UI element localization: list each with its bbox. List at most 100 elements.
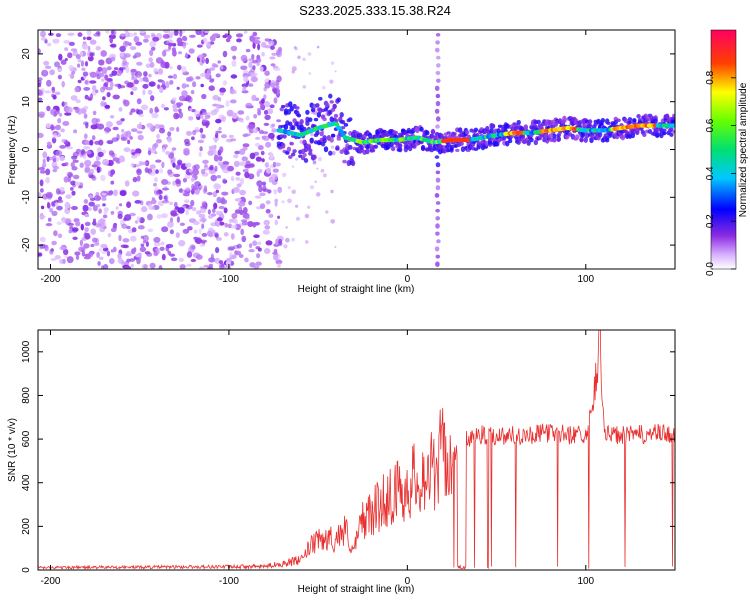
noise-speckle bbox=[267, 189, 272, 194]
noise-speckle bbox=[207, 192, 213, 196]
noise-speckle bbox=[131, 227, 137, 233]
noise-speckle bbox=[239, 178, 245, 185]
noise-speckle bbox=[269, 45, 275, 50]
noise-speckle bbox=[38, 48, 41, 55]
ridge-halo bbox=[536, 119, 541, 125]
noise-speckle bbox=[75, 255, 80, 260]
noise-speckle bbox=[233, 154, 239, 159]
noise-speckle bbox=[133, 247, 137, 253]
noise-speckle bbox=[100, 221, 105, 229]
y-tick-label: 10 bbox=[21, 96, 32, 108]
ridge-halo bbox=[345, 150, 350, 155]
noise-speckle bbox=[188, 116, 194, 121]
noise-speckle bbox=[45, 176, 50, 184]
noise-speckle bbox=[170, 210, 178, 217]
noise-speckle bbox=[113, 67, 119, 71]
ridge-halo bbox=[490, 123, 496, 129]
streak-blob bbox=[436, 78, 441, 83]
noise-speckle bbox=[150, 46, 156, 51]
noise-speckle bbox=[78, 246, 86, 252]
ridge-halo bbox=[642, 132, 647, 137]
noise-speckle bbox=[83, 133, 88, 139]
noise-speckle bbox=[145, 241, 149, 248]
noise-speckle bbox=[217, 160, 224, 165]
noise-speckle bbox=[172, 73, 178, 80]
noise-speckle bbox=[68, 41, 75, 47]
noise-speckle bbox=[101, 250, 107, 254]
noise-speckle bbox=[199, 243, 205, 248]
noise-speckle bbox=[162, 147, 166, 153]
snr-background bbox=[38, 330, 675, 570]
noise-speckle bbox=[134, 153, 141, 157]
ridge-halo bbox=[523, 125, 528, 131]
noise-speckle bbox=[104, 74, 109, 81]
noise-speckle bbox=[264, 114, 271, 121]
noise-speckle bbox=[199, 239, 208, 243]
noise-speckle bbox=[104, 83, 109, 88]
noise-speckle bbox=[54, 61, 60, 68]
noise-speckle bbox=[87, 45, 91, 52]
noise-speckle bbox=[255, 58, 262, 63]
noise-speckle bbox=[159, 246, 165, 251]
noise-speckle bbox=[40, 37, 48, 41]
noise-speckle bbox=[84, 140, 90, 145]
noise-speckle bbox=[258, 185, 263, 193]
noise-speckle bbox=[260, 150, 265, 156]
noise-speckle bbox=[193, 229, 198, 234]
noise-speckle bbox=[252, 127, 259, 134]
noise-speckle bbox=[228, 218, 234, 223]
noise-speckle bbox=[39, 236, 46, 243]
noise-speckle bbox=[232, 55, 237, 60]
ridge-halo bbox=[636, 114, 641, 119]
noise-speckle bbox=[49, 69, 55, 76]
noise-speckle bbox=[163, 107, 169, 111]
spectrogram-y-axis: -20 -10 0 10 20 bbox=[21, 48, 675, 252]
noise-speckle bbox=[142, 83, 149, 89]
noise-speckle bbox=[213, 154, 219, 162]
noise-speckle bbox=[218, 155, 223, 161]
ridge-halo bbox=[539, 126, 544, 131]
noise-speckle bbox=[136, 130, 143, 134]
noise-speckle bbox=[58, 68, 63, 72]
noise-speckle bbox=[195, 76, 201, 80]
noise-speckle bbox=[307, 205, 311, 209]
noise-speckle bbox=[56, 205, 63, 211]
noise-speckle bbox=[185, 52, 188, 59]
noise-speckle bbox=[272, 168, 279, 173]
noise-speckle bbox=[179, 264, 186, 269]
noise-speckle bbox=[209, 164, 214, 171]
noise-speckle bbox=[194, 110, 201, 118]
noise-speckle bbox=[255, 261, 262, 266]
noise-speckle bbox=[43, 69, 47, 75]
noise-speckle bbox=[274, 219, 278, 226]
noise-speckle bbox=[46, 141, 52, 146]
noise-speckle bbox=[291, 237, 295, 242]
noise-speckle bbox=[142, 234, 149, 242]
ridge-halo bbox=[288, 101, 293, 108]
noise-speckle bbox=[283, 244, 288, 249]
ridge-halo bbox=[336, 97, 341, 103]
noise-speckle bbox=[192, 129, 197, 136]
noise-speckle bbox=[117, 213, 123, 219]
noise-speckle bbox=[213, 202, 218, 210]
noise-speckle bbox=[255, 156, 262, 162]
noise-speckle bbox=[242, 73, 250, 78]
noise-speckle bbox=[322, 173, 327, 178]
noise-speckle bbox=[255, 136, 261, 140]
ridge-halo bbox=[609, 131, 614, 135]
noise-speckle bbox=[93, 195, 101, 201]
noise-speckle bbox=[221, 134, 227, 139]
noise-speckle bbox=[182, 228, 190, 234]
noise-speckle bbox=[98, 139, 104, 146]
noise-speckle bbox=[217, 60, 221, 64]
noise-speckle bbox=[233, 160, 240, 168]
noise-speckle bbox=[249, 163, 255, 168]
y-tick-label: 20 bbox=[21, 48, 32, 60]
ridge-halo bbox=[647, 129, 653, 134]
noise-speckle bbox=[106, 250, 111, 257]
noise-speckle bbox=[55, 124, 61, 131]
snr-frame bbox=[37, 329, 676, 571]
noise-speckle bbox=[222, 80, 228, 86]
noise-speckle bbox=[192, 220, 200, 226]
noise-speckle bbox=[204, 164, 208, 168]
